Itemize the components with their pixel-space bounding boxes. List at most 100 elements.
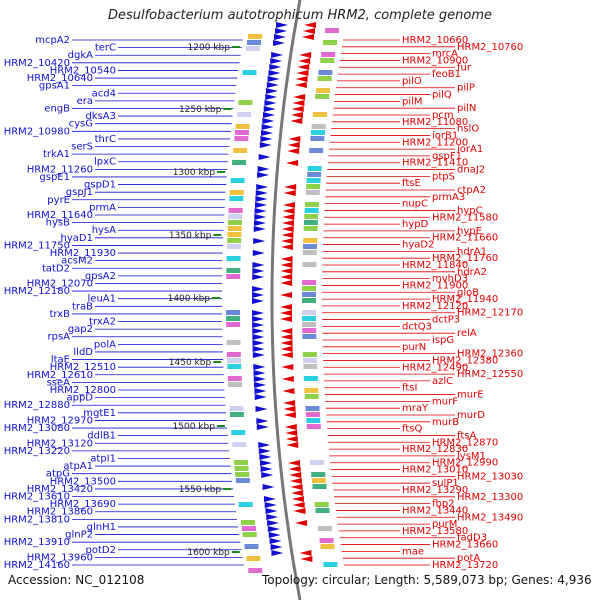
gene-label: gpsA1: [39, 81, 70, 92]
gene-label: trxA2: [89, 317, 116, 328]
reverse-feature: [289, 478, 302, 484]
gene-label: HRM2_11930: [50, 248, 116, 259]
feature-category-block: [227, 238, 242, 243]
feature-category-block: [306, 178, 321, 183]
gene-label: HRM2_13810: [4, 514, 70, 525]
feature-category-block: [246, 556, 261, 561]
reverse-feature: [280, 280, 293, 286]
feature-category-block: [302, 292, 317, 297]
forward-feature: [253, 376, 266, 382]
feature-category-block: [307, 166, 322, 171]
gene-label: purN: [402, 342, 426, 353]
reverse-feature: [291, 496, 304, 502]
gene-label: cysG: [69, 119, 93, 130]
gene-label: murD: [457, 410, 485, 421]
kbp-tick-label: 1350 kbp: [169, 231, 212, 241]
feature-category-block: [310, 136, 325, 141]
gene-label: HRM2_13490: [457, 512, 523, 523]
gene-label: HRM2_13030: [457, 471, 523, 482]
forward-feature: [263, 106, 276, 112]
feature-category-block: [238, 502, 253, 507]
forward-feature: [261, 124, 274, 130]
reverse-feature: [281, 232, 294, 238]
forward-feature: [252, 298, 265, 304]
feature-category-block: [228, 382, 243, 387]
reverse-feature: [291, 490, 304, 496]
gene-label: atpA1: [63, 461, 93, 472]
reverse-feature: [284, 424, 297, 430]
reverse-feature: [294, 82, 307, 88]
gene-label: murB: [432, 417, 459, 428]
forward-feature: [260, 466, 273, 472]
reverse-feature: [280, 346, 293, 352]
feature-category-block: [229, 196, 244, 201]
feature-category-block: [303, 238, 318, 243]
gene-label: HRM2_12510: [50, 362, 116, 373]
kbp-tick-label: 1500 kbp: [173, 422, 216, 432]
forward-feature: [252, 328, 265, 334]
gene-label: HRM2_11080: [402, 117, 468, 128]
forward-feature: [254, 208, 267, 214]
feature-category-block: [235, 478, 250, 483]
gene-label: hyaD2: [402, 240, 434, 251]
forward-feature: [258, 448, 271, 454]
reverse-feature: [282, 214, 295, 220]
forward-feature: [252, 346, 265, 352]
feature-category-block: [236, 112, 251, 117]
forward-feature: [257, 172, 270, 178]
forward-feature: [252, 340, 265, 346]
forward-feature: [265, 508, 278, 514]
reverse-feature: [293, 508, 306, 514]
feature-category-block: [314, 502, 329, 507]
feature-category-block: [315, 88, 330, 93]
forward-feature: [252, 286, 265, 292]
gene-label: HRM2_12990: [432, 458, 498, 469]
gene-label: dgkA: [68, 50, 93, 61]
feature-category-block: [319, 538, 334, 543]
gene-label: HRM2_12550: [457, 369, 523, 380]
feature-category-block: [303, 364, 318, 369]
gene-label: HRM2_13500: [50, 476, 116, 487]
gene-label: pilO: [402, 76, 422, 87]
feature-category-block: [244, 544, 259, 549]
feature-category-block: [312, 112, 327, 117]
gene-label: HRM2_12070: [27, 278, 93, 289]
feature-category-block: [234, 130, 249, 135]
accession-label: Accession: NC_012108: [8, 573, 145, 587]
gene-label: HRM2_12120: [402, 301, 468, 312]
feature-category-block: [235, 124, 250, 129]
forward-feature: [267, 526, 280, 532]
gene-label: gspD1: [84, 180, 116, 191]
feature-category-block: [302, 298, 317, 303]
forward-feature: [255, 190, 268, 196]
reverse-feature: [280, 340, 293, 346]
gene-label: HRM2_12830: [402, 444, 468, 455]
reverse-feature: [290, 112, 303, 118]
gene-label: HRM2_12870: [432, 437, 498, 448]
gene-label: azlC: [432, 376, 453, 387]
gene-label: HRM2_10660: [402, 35, 468, 46]
gene-label: HRM2_12880: [4, 400, 70, 411]
gene-label: HRM2_11410: [402, 158, 468, 169]
gene-label: nupC: [402, 199, 428, 210]
feature-category-block: [306, 418, 321, 423]
gene-label: HRM2_12380: [432, 355, 498, 366]
gene-label: HRM2_13300: [457, 492, 523, 503]
gene-label: engB: [44, 103, 70, 114]
gene-label: HRM2_10760: [457, 42, 523, 53]
forward-feature: [270, 544, 283, 550]
forward-feature: [268, 532, 281, 538]
gene-label: pilP: [457, 83, 475, 94]
gene-label: tatD2: [42, 263, 70, 274]
gene-label: HRM2_12610: [27, 370, 93, 381]
forward-feature: [255, 196, 268, 202]
gene-label: gspJ1: [66, 187, 93, 198]
gene-label: HRM2_13660: [432, 540, 498, 551]
gene-label: mrcA: [432, 49, 458, 60]
feature-category-block: [227, 358, 242, 363]
feature-category-block: [231, 430, 246, 435]
gene-label: HRM2_10640: [27, 73, 93, 84]
gene-label: HRM2_10420: [4, 58, 70, 69]
feature-category-block: [304, 394, 319, 399]
feature-category-block: [226, 340, 241, 345]
